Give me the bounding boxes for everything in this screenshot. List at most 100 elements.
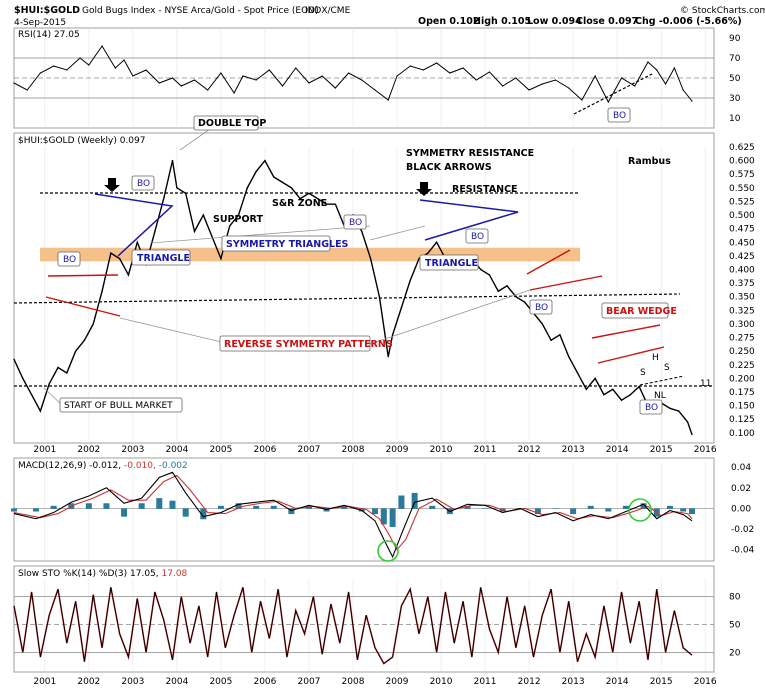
- callout-bo-2-text: BO: [63, 255, 76, 265]
- rsi-point-10: [132, 75, 134, 77]
- red-wedge-bottom: [597, 346, 665, 364]
- macd-tick-0.02: 0.02: [731, 484, 751, 494]
- callout-bo-3-text: BO: [349, 218, 362, 228]
- price-point-59: [523, 301, 526, 303]
- price-tick-0.15: 0.150: [729, 402, 755, 412]
- black-arrow-down-left: [104, 178, 120, 192]
- price-point-26: [237, 214, 240, 216]
- price-point-76: [669, 407, 671, 410]
- price-point-0: [13, 358, 15, 361]
- callout-reverse-symmetry-box: [219, 335, 371, 352]
- rsi-point-45: [581, 99, 583, 101]
- callout-symmetry-triangles-box: [221, 235, 331, 252]
- price-point-32: [290, 187, 293, 189]
- rsi-point-30: [387, 99, 389, 101]
- price-panel-frame: [13, 132, 715, 444]
- rsi-point-23: [295, 67, 297, 69]
- callout-bo-6-text: BO: [645, 403, 658, 413]
- x-label-mid-2009: 2009: [386, 445, 409, 455]
- rsi-point-39: [502, 85, 504, 87]
- price-tick-0.575: 0.575: [729, 170, 755, 180]
- callout-bo-5-box: [529, 299, 553, 315]
- hs-right-shoulder-label: S: [664, 363, 670, 373]
- rsi-tick-10: 10: [729, 114, 741, 124]
- macd-hist-bar-4: [85, 503, 92, 509]
- red-reverse-line-left: [45, 296, 121, 317]
- macd-circle-low: [377, 540, 399, 562]
- hs-head-label: H: [652, 353, 659, 363]
- x-label-bottom-2008: 2008: [342, 677, 365, 687]
- header-exchange: INDX/CME: [305, 6, 351, 16]
- price-point-22: [202, 214, 205, 216]
- callout-bo-3: BO: [343, 214, 367, 230]
- sto-tick-80: 80: [729, 593, 741, 603]
- callout-bo-4: BO: [465, 228, 489, 244]
- x-label-bottom-2001: 2001: [33, 677, 56, 687]
- rsi-point-11: [145, 69, 147, 71]
- rsi-point-27: [347, 72, 350, 74]
- x-label-bottom-2011: 2011: [474, 677, 497, 687]
- macd-hist-bar-26: [429, 505, 436, 509]
- rsi-point-44: [568, 87, 570, 89]
- annotations: S&R ZONE DOUBLE TOP BO BO TRIANGLE SUPPO…: [13, 73, 714, 562]
- price-tick-0.45: 0.450: [729, 238, 755, 248]
- x-label-bottom-2003: 2003: [121, 677, 144, 687]
- red-bo-line-left: [47, 274, 119, 277]
- rsi-point-36: [462, 67, 464, 69]
- x-label-bottom-2009: 2009: [386, 677, 409, 687]
- sto-title-name: Slow STO %K(14) %D(3): [18, 569, 127, 579]
- price-point-78: [686, 421, 689, 423]
- rsi-point-54: [682, 89, 684, 91]
- price-point-18: [171, 159, 174, 162]
- price-point-2: [30, 394, 33, 396]
- sto-d-value: 17.08: [162, 569, 188, 579]
- header-open: Open 0.102: [418, 16, 479, 27]
- price-tick-0.4: 0.400: [729, 266, 755, 276]
- callout-triangle-right: TRIANGLE: [419, 254, 479, 271]
- rsi-title: RSI(14) 27.05: [18, 30, 80, 40]
- hs-left-shoulder-label: S: [640, 368, 646, 378]
- sto-tick-50: 50: [729, 621, 741, 631]
- leader-sym-right: [369, 225, 426, 241]
- macd-hist-bar-40: [666, 505, 673, 509]
- rsi-point-46: [594, 75, 596, 77]
- macd-hist-bar-24: [398, 495, 405, 509]
- price-point-13: [127, 274, 130, 276]
- x-label-mid-2006: 2006: [253, 445, 276, 455]
- triangle-left: [94, 193, 174, 257]
- rsi-point-20: [255, 79, 257, 81]
- price-point-30: [273, 176, 275, 178]
- callout-triangle-right-box: [419, 254, 479, 271]
- macd-circle-recent: [628, 498, 652, 522]
- callout-bo-7-box: [607, 107, 631, 123]
- macd-hist-bar-2: [50, 505, 57, 509]
- x-label-mid-2014: 2014: [606, 445, 629, 455]
- macd-hist-bar-5: [103, 503, 110, 509]
- leader-rsp-left: [119, 317, 231, 345]
- price-point-66: [585, 388, 588, 390]
- macd-hist-bar-36: [605, 508, 612, 512]
- callout-triangle-right-text: TRIANGLE: [425, 258, 478, 269]
- x-label-bottom-2006: 2006: [253, 677, 276, 687]
- callout-bear-wedge: BEAR WEDGE: [601, 302, 677, 319]
- macd-hist-bar-9: [169, 500, 176, 509]
- macd-hist-bar-16: [288, 508, 295, 515]
- header-low: Low 0.094: [527, 16, 582, 27]
- price-point-37: [334, 203, 337, 205]
- macd-tick--0.02: -0.02: [731, 525, 754, 535]
- price-tick-0.2: 0.200: [729, 374, 755, 384]
- price-point-25: [229, 225, 231, 227]
- rsi-point-14: [180, 85, 182, 87]
- callout-bo-1-text: BO: [137, 179, 150, 189]
- macd-hist-bar-37: [622, 505, 629, 509]
- x-label-mid-2008: 2008: [342, 445, 365, 455]
- leader-sym-left: [149, 225, 371, 244]
- rsi-point-12: [158, 82, 160, 84]
- callout-bo-1-box: [131, 175, 155, 191]
- macd-value: -0.012,: [89, 461, 121, 471]
- rambus-label: Rambus: [628, 156, 671, 167]
- callout-symmetry-triangles: SYMMETRY TRIANGLES: [221, 235, 349, 252]
- rsi-point-18: [233, 92, 235, 94]
- header-date: 4-Sep-2015: [14, 18, 66, 28]
